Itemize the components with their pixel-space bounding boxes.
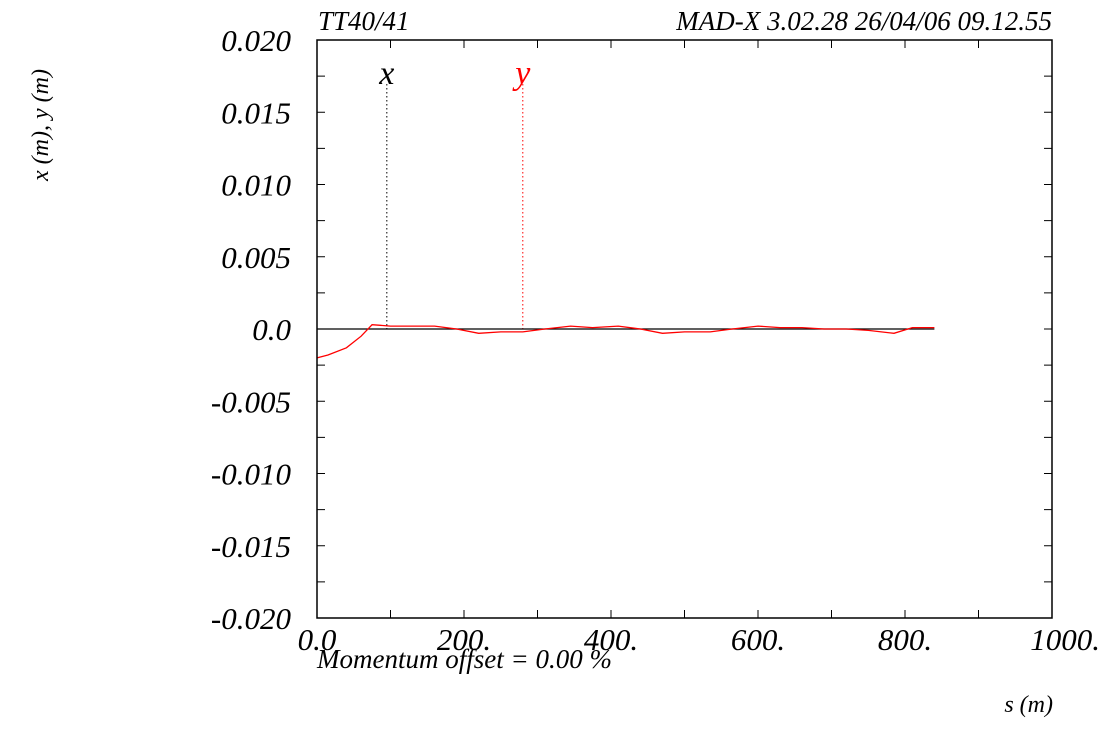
x-tick-label: 1000.	[1030, 622, 1100, 657]
y-axis-title: x (m), y (m)	[28, 69, 54, 182]
x-tick-label: 400.	[584, 622, 638, 657]
momentum-offset-text: Momentum offset = 0.00 %	[316, 644, 612, 674]
x-tick-labels: 0.0 200. 400. 600. 800. 1000.	[298, 622, 1100, 657]
y-tick-label: 0.005	[221, 240, 291, 275]
x-tick-label: 0.0	[298, 622, 337, 657]
y-tick-label: -0.010	[211, 457, 292, 492]
header-left-text: TT40/41	[318, 6, 410, 36]
marker-label-x: x	[378, 55, 394, 92]
y-tick-label: -0.005	[211, 384, 291, 419]
y-tick-label: -0.015	[211, 529, 291, 564]
plot-frame	[316, 39, 1053, 619]
x-tick-label: 600.	[731, 622, 785, 657]
y-tick-label: 0.010	[221, 168, 291, 203]
series-lines	[316, 324, 935, 359]
header-right-text: MAD-X 3.02.28 26/04/06 09.12.55	[675, 6, 1052, 36]
y-tick-label: 0.015	[221, 95, 291, 130]
x-tick-label: 200.	[437, 622, 491, 657]
marker-label-y: y	[512, 55, 531, 92]
y-tick-label: 0.020	[221, 23, 291, 58]
y-tick-label: -0.020	[211, 601, 292, 636]
series-line-y	[316, 324, 935, 359]
y-tick-labels: 0.020 0.015 0.010 0.005 0.0 -0.005 -0.010 -0.01…	[211, 23, 292, 636]
y-tick-label: 0.0	[252, 312, 291, 347]
x-tick-label: 800.	[878, 622, 932, 657]
x-axis-title: s (m)	[1004, 692, 1053, 718]
